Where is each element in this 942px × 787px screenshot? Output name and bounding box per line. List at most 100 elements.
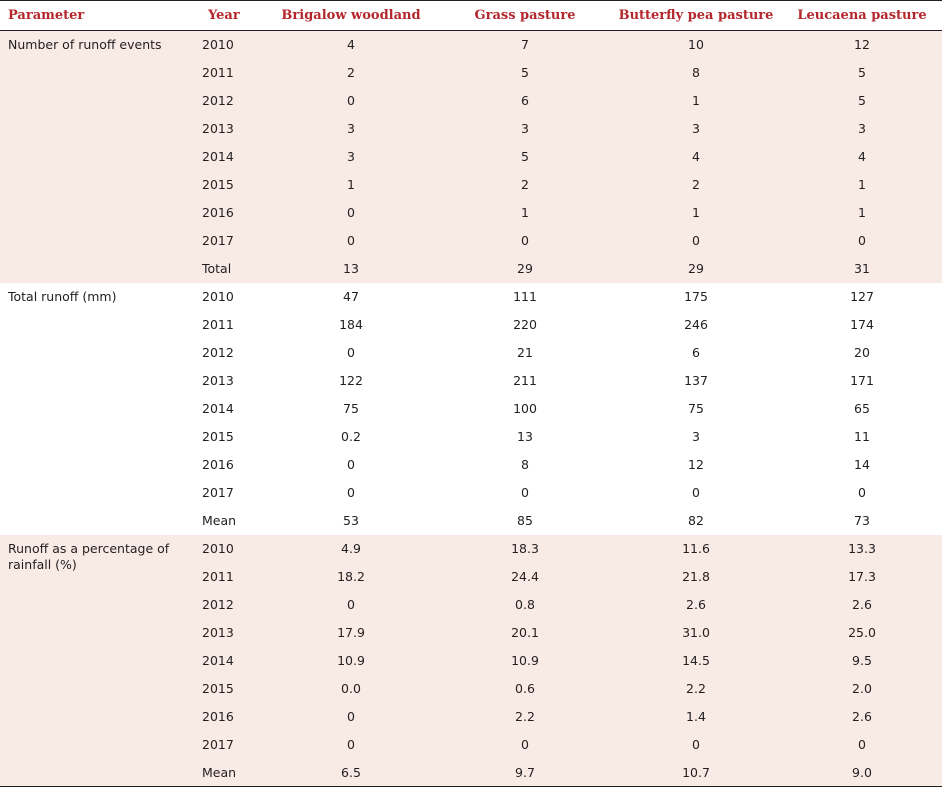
grass-pasture-cell: 100 xyxy=(513,401,537,416)
table-row: 2013 122 211 137 171 xyxy=(0,367,942,395)
brigalow-woodland-cell: 4 xyxy=(347,37,355,53)
brigalow-woodland-cell: 18.2 xyxy=(337,569,365,584)
grass-pasture-cell: 6 xyxy=(521,93,529,108)
grass-pasture-cell: 1 xyxy=(521,205,529,220)
grass-pasture-cell: 13 xyxy=(517,429,533,444)
butterfly-pea-pasture-cell: 10 xyxy=(688,37,704,53)
leucaena-pasture-cell: 17.3 xyxy=(848,569,876,584)
grass-pasture-cell: 24.4 xyxy=(511,569,539,584)
brigalow-woodland-cell: 0 xyxy=(347,597,355,612)
leucaena-pasture-cell: 5 xyxy=(858,93,866,108)
table-row: Runoff as a percentage of rainfall (%) 20… xyxy=(0,535,942,572)
leucaena-pasture-cell: 3 xyxy=(858,121,866,136)
leucaena-pasture-cell: 2.0 xyxy=(852,681,872,696)
leucaena-pasture-cell: 171 xyxy=(850,373,874,388)
leucaena-pasture-cell: 5 xyxy=(858,65,866,80)
brigalow-woodland-cell: 0 xyxy=(347,709,355,724)
butterfly-pea-pasture-cell: 0 xyxy=(692,233,700,248)
brigalow-woodland-cell: 17.9 xyxy=(337,625,365,640)
leucaena-pasture-cell: 0 xyxy=(858,485,866,500)
table-row: 2014 75 100 75 65 xyxy=(0,395,942,423)
table-row: 2015 0.0 0.6 2.2 2.0 xyxy=(0,675,942,703)
butterfly-pea-pasture-cell: 14.5 xyxy=(682,653,710,668)
grass-pasture-cell: 0.6 xyxy=(515,681,535,696)
butterfly-pea-pasture-cell: 2.6 xyxy=(686,597,706,612)
year-cell: 2014 xyxy=(202,653,234,668)
leucaena-pasture-cell: 0 xyxy=(858,233,866,248)
butterfly-pea-pasture-cell: 3 xyxy=(692,429,700,444)
butterfly-pea-pasture-cell: 246 xyxy=(684,317,708,332)
year-cell: 2017 xyxy=(202,737,234,752)
leucaena-pasture-cell: 12 xyxy=(854,37,870,53)
grass-pasture-cell: 0 xyxy=(521,737,529,752)
year-cell: 2012 xyxy=(202,93,234,108)
table-row: Mean 53 85 82 73 xyxy=(0,507,942,535)
year-cell: 2010 xyxy=(202,289,234,304)
table-row: 2017 0 0 0 0 xyxy=(0,731,942,759)
butterfly-pea-pasture-cell: 11.6 xyxy=(682,541,710,556)
header-butterfly-pea-pasture: Butterfly pea pasture xyxy=(618,8,774,23)
brigalow-woodland-cell: 3 xyxy=(347,121,355,136)
grass-pasture-cell: 220 xyxy=(513,317,537,332)
parameter-cell: Runoff as a percentage of rainfall (%) xyxy=(8,540,170,572)
year-cell: 2012 xyxy=(202,597,234,612)
year-cell: 2015 xyxy=(202,681,234,696)
butterfly-pea-pasture-cell: 82 xyxy=(688,513,704,528)
brigalow-woodland-cell: 3 xyxy=(347,149,355,164)
butterfly-pea-pasture-cell: 2.2 xyxy=(686,681,706,696)
table-row: 2012 0 6 1 5 xyxy=(0,87,942,115)
table-row: 2016 0 2.2 1.4 2.6 xyxy=(0,703,942,731)
brigalow-woodland-cell: 0 xyxy=(347,457,355,472)
leucaena-pasture-cell: 9.0 xyxy=(852,764,872,780)
table-row: Number of runoff events 2010 4 7 10 12 xyxy=(0,31,942,59)
butterfly-pea-pasture-cell: 75 xyxy=(688,401,704,416)
brigalow-woodland-cell: 0 xyxy=(347,737,355,752)
leucaena-pasture-cell: 2.6 xyxy=(852,709,872,724)
brigalow-woodland-cell: 53 xyxy=(343,513,359,528)
table-row: 2012 0 0.8 2.6 2.6 xyxy=(0,591,942,619)
year-cell: 2015 xyxy=(202,177,234,192)
brigalow-woodland-cell: 4.9 xyxy=(341,541,361,556)
grass-pasture-cell: 18.3 xyxy=(511,541,539,556)
year-cell: 2016 xyxy=(202,457,234,472)
grass-pasture-cell: 0.8 xyxy=(515,597,535,612)
year-cell: 2010 xyxy=(202,37,234,53)
butterfly-pea-pasture-cell: 1 xyxy=(692,205,700,220)
grass-pasture-cell: 3 xyxy=(521,121,529,136)
butterfly-pea-pasture-cell: 31.0 xyxy=(682,625,710,640)
year-cell: 2017 xyxy=(202,233,234,248)
butterfly-pea-pasture-cell: 2 xyxy=(692,177,700,192)
table-row: 2012 0 21 6 20 xyxy=(0,339,942,367)
grass-pasture-cell: 29 xyxy=(517,261,533,276)
brigalow-woodland-cell: 0 xyxy=(347,485,355,500)
year-cell: 2013 xyxy=(202,625,234,640)
grass-pasture-cell: 9.7 xyxy=(515,764,535,780)
grass-pasture-cell: 5 xyxy=(521,65,529,80)
table-row: 2011 2 5 8 5 xyxy=(0,59,942,87)
brigalow-woodland-cell: 184 xyxy=(339,317,363,332)
header-parameter: Parameter xyxy=(8,8,85,23)
brigalow-woodland-cell: 0 xyxy=(347,233,355,248)
leucaena-pasture-cell: 11 xyxy=(854,429,870,444)
leucaena-pasture-cell: 14 xyxy=(854,457,870,472)
grass-pasture-cell: 8 xyxy=(521,457,529,472)
table-row: 2014 10.9 10.9 14.5 9.5 xyxy=(0,647,942,675)
table-row: 2017 0 0 0 0 xyxy=(0,227,942,255)
table-row: 2016 0 1 1 1 xyxy=(0,199,942,227)
butterfly-pea-pasture-cell: 4 xyxy=(692,149,700,164)
brigalow-woodland-cell: 6.5 xyxy=(341,764,361,780)
brigalow-woodland-cell: 10.9 xyxy=(337,653,365,668)
grass-pasture-cell: 7 xyxy=(521,37,529,53)
butterfly-pea-pasture-cell: 0 xyxy=(692,737,700,752)
leucaena-pasture-cell: 9.5 xyxy=(852,653,872,668)
section-runoff-percentage: Runoff as a percentage of rainfall (%) 20… xyxy=(0,534,942,787)
year-cell: 2010 xyxy=(202,541,234,556)
brigalow-woodland-cell: 2 xyxy=(347,65,355,80)
grass-pasture-cell: 2.2 xyxy=(515,709,535,724)
table-row: Total runoff (mm) 2010 47 111 175 127 xyxy=(0,283,942,311)
year-cell: 2011 xyxy=(202,569,234,584)
section-runoff-events: Number of runoff events 2010 4 7 10 12 2011 2 5 8… xyxy=(0,30,942,283)
butterfly-pea-pasture-cell: 1.4 xyxy=(686,709,706,724)
year-cell: 2013 xyxy=(202,373,234,388)
